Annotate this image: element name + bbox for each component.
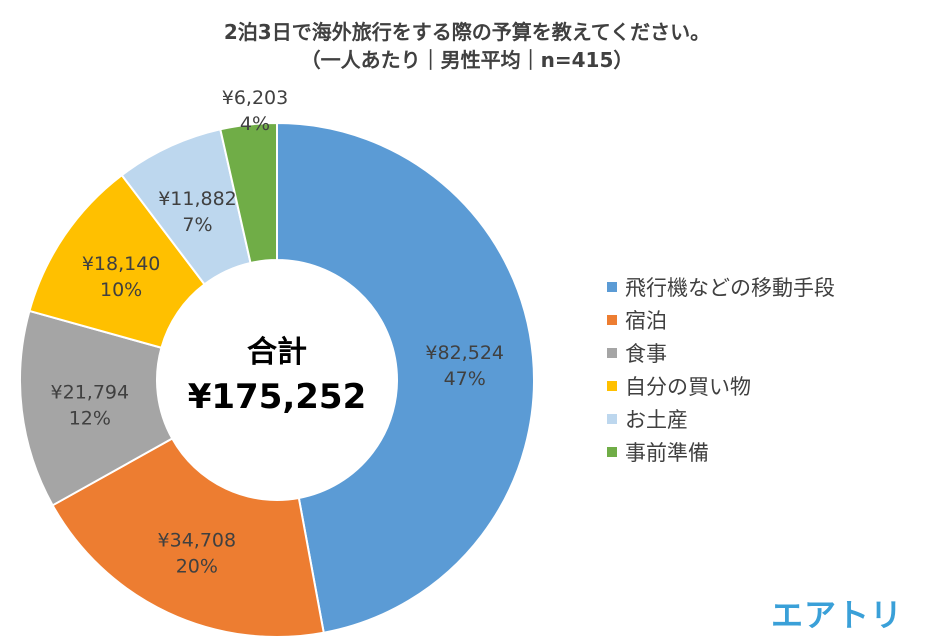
donut-slice-1 (276, 121, 535, 634)
legend-swatch (607, 347, 617, 358)
slice-percent-label-5: 7% (182, 214, 212, 236)
legend-item-4: 自分の買い物 (607, 369, 835, 402)
slice-value-label-4: ¥18,140 (82, 253, 161, 275)
legend-label: 事前準備 (625, 440, 709, 465)
slice-percent-label-4: 10% (100, 279, 142, 301)
chart-title-line1: 2泊3日で海外旅行をする際の予算を教えてください。 (223, 20, 711, 44)
legend-swatch (607, 380, 617, 391)
slice-value-label-3: ¥21,794 (51, 381, 130, 403)
legend-item-3: 食事 (607, 336, 835, 369)
legend-swatch (607, 314, 617, 325)
chart-legend: 飛行機などの移動手段 宿泊食事自分の買い物 お土産事前準備 (607, 270, 835, 468)
legend-label: お土産 (625, 407, 688, 432)
slice-value-label-2: ¥34,708 (158, 530, 237, 552)
legend-item-1: 飛行機などの移動手段 (607, 270, 835, 303)
brand-logo: エアトリ (771, 596, 904, 634)
legend-label: 宿泊 (625, 308, 667, 333)
slice-value-label-1: ¥82,524 (425, 342, 504, 364)
donut-slice-6 (219, 121, 278, 265)
legend-swatch (607, 281, 617, 292)
legend-item-6: 事前準備 (607, 435, 835, 468)
center-total-caption: 合計 (247, 335, 307, 370)
legend-label: 飛行機などの移動手段 (625, 275, 835, 300)
legend-label: 自分の買い物 (625, 374, 751, 399)
slice-percent-label-6: 4% (240, 113, 270, 135)
legend-swatch (607, 413, 617, 424)
donut-slice-3 (19, 309, 174, 507)
slice-value-label-5: ¥11,882 (158, 188, 237, 210)
legend-item-5: お土産 (607, 402, 835, 435)
legend-swatch (607, 446, 617, 457)
center-total-value: ¥175,252 (188, 377, 367, 417)
legend-item-2: 宿泊 (607, 303, 835, 336)
slice-value-label-6: ¥6,203 (222, 87, 288, 109)
chart-title-line2: （一人あたり｜男性平均｜n=415） (300, 48, 634, 72)
slice-percent-label-3: 12% (69, 407, 111, 429)
donut-slice-2 (51, 437, 325, 638)
slice-percent-label-2: 20% (176, 556, 218, 578)
slice-percent-label-1: 47% (444, 368, 486, 390)
legend-label: 食事 (625, 341, 667, 366)
